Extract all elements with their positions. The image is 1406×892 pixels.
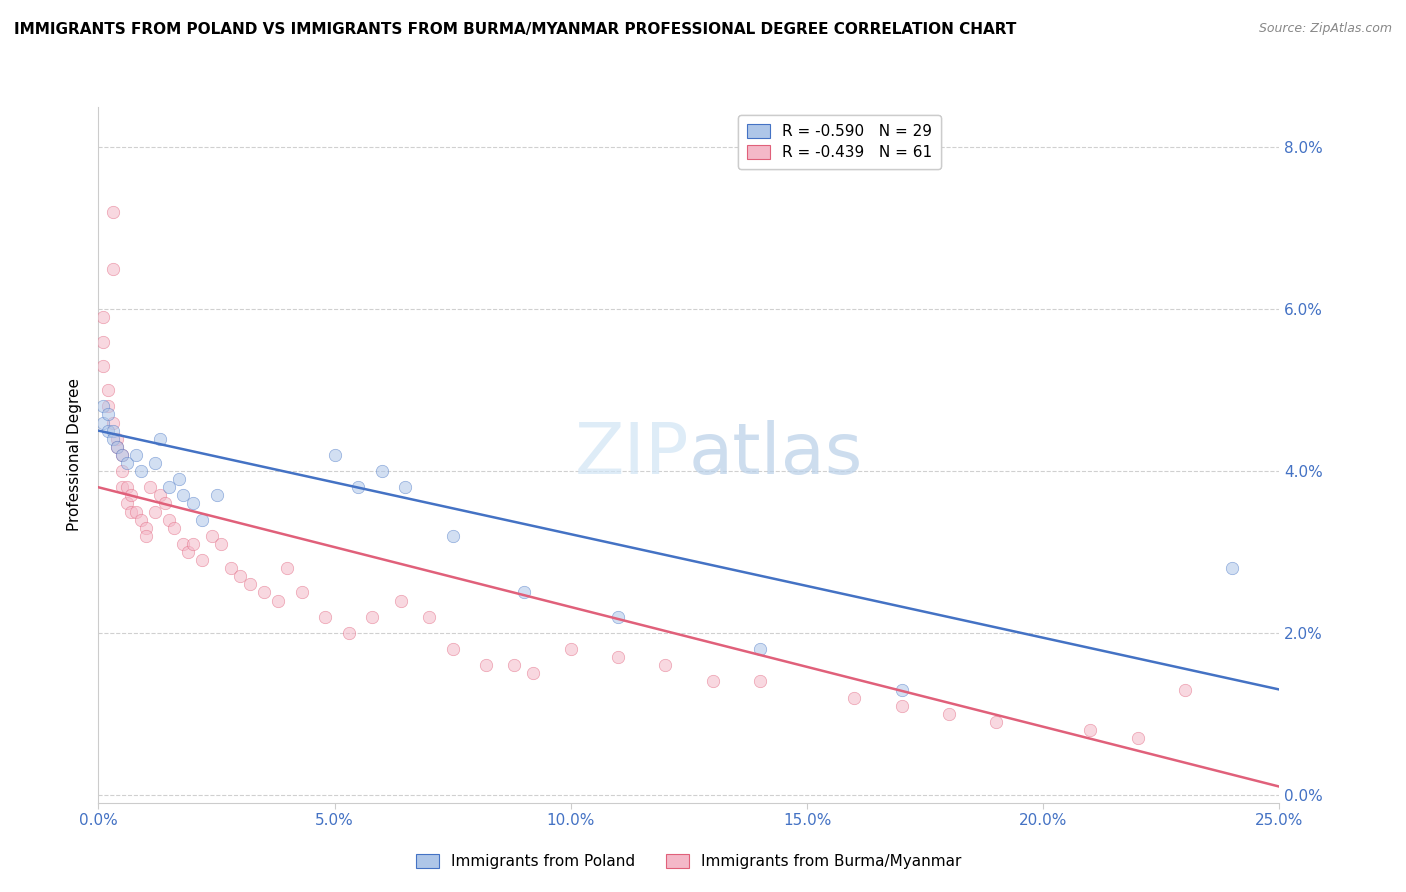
Point: [253, 585, 276, 599]
Point: [890, 698, 912, 713]
Point: [1220, 561, 1243, 575]
Point: [97, 400, 120, 414]
Point: [1174, 682, 1197, 697]
Point: [267, 593, 290, 607]
Point: [181, 537, 204, 551]
Point: [135, 521, 157, 535]
Point: [115, 456, 138, 470]
Point: [91, 359, 114, 373]
Point: [702, 674, 724, 689]
Point: [229, 569, 252, 583]
Point: [347, 480, 370, 494]
Point: [157, 480, 180, 494]
Point: [163, 521, 186, 535]
Point: [143, 504, 166, 518]
Point: [191, 553, 214, 567]
Point: [984, 714, 1007, 729]
Point: [522, 666, 544, 681]
Point: [201, 529, 224, 543]
Point: [135, 529, 157, 543]
Point: [503, 658, 526, 673]
Point: [129, 464, 152, 478]
Point: [101, 416, 124, 430]
Point: [111, 448, 134, 462]
Point: [91, 416, 114, 430]
Point: [115, 496, 138, 510]
Point: [844, 690, 866, 705]
Point: [239, 577, 262, 591]
Point: [418, 609, 440, 624]
Point: [153, 496, 176, 510]
Point: [181, 496, 204, 510]
Point: [105, 440, 128, 454]
Point: [105, 440, 128, 454]
Point: [121, 488, 143, 502]
Point: [512, 585, 534, 599]
Point: [101, 424, 124, 438]
Legend: Immigrants from Poland, Immigrants from Burma/Myanmar: Immigrants from Poland, Immigrants from …: [411, 848, 967, 875]
Point: [111, 448, 134, 462]
Point: [97, 424, 120, 438]
Point: [91, 310, 114, 325]
Point: [129, 513, 152, 527]
Point: [125, 448, 148, 462]
Point: [125, 504, 148, 518]
Point: [276, 561, 298, 575]
Point: [172, 488, 194, 502]
Text: atlas: atlas: [689, 420, 863, 490]
Point: [371, 464, 394, 478]
Point: [475, 658, 498, 673]
Point: [337, 626, 360, 640]
Point: [1080, 723, 1102, 737]
Text: IMMIGRANTS FROM POLAND VS IMMIGRANTS FROM BURMA/MYANMAR PROFESSIONAL DEGREE CORR: IMMIGRANTS FROM POLAND VS IMMIGRANTS FRO…: [14, 22, 1017, 37]
Point: [97, 383, 120, 397]
Point: [441, 529, 464, 543]
Point: [389, 593, 412, 607]
Point: [219, 561, 242, 575]
Point: [172, 537, 194, 551]
Point: [101, 432, 124, 446]
Point: [115, 480, 138, 494]
Point: [143, 456, 166, 470]
Point: [101, 261, 124, 276]
Point: [111, 464, 134, 478]
Point: [209, 537, 232, 551]
Point: [748, 674, 770, 689]
Point: [205, 488, 228, 502]
Point: [441, 642, 464, 657]
Point: [167, 472, 190, 486]
Point: [121, 504, 143, 518]
Point: [361, 609, 384, 624]
Point: [394, 480, 416, 494]
Point: [560, 642, 582, 657]
Point: [1126, 731, 1149, 745]
Point: [654, 658, 676, 673]
Point: [97, 408, 120, 422]
Point: [607, 650, 630, 665]
Text: Source: ZipAtlas.com: Source: ZipAtlas.com: [1258, 22, 1392, 36]
Point: [111, 480, 134, 494]
Point: [91, 334, 114, 349]
Text: ZIP: ZIP: [575, 420, 689, 490]
Point: [323, 448, 346, 462]
Point: [105, 432, 128, 446]
Point: [890, 682, 912, 697]
Point: [290, 585, 312, 599]
Point: [91, 400, 114, 414]
Point: [149, 432, 172, 446]
Legend: R = -0.590   N = 29, R = -0.439   N = 61: R = -0.590 N = 29, R = -0.439 N = 61: [738, 115, 941, 169]
Point: [938, 706, 960, 721]
Point: [607, 609, 630, 624]
Point: [177, 545, 200, 559]
Y-axis label: Professional Degree: Professional Degree: [67, 378, 83, 532]
Point: [157, 513, 180, 527]
Point: [101, 205, 124, 219]
Point: [314, 609, 336, 624]
Point: [139, 480, 162, 494]
Point: [149, 488, 172, 502]
Point: [748, 642, 770, 657]
Point: [191, 513, 214, 527]
